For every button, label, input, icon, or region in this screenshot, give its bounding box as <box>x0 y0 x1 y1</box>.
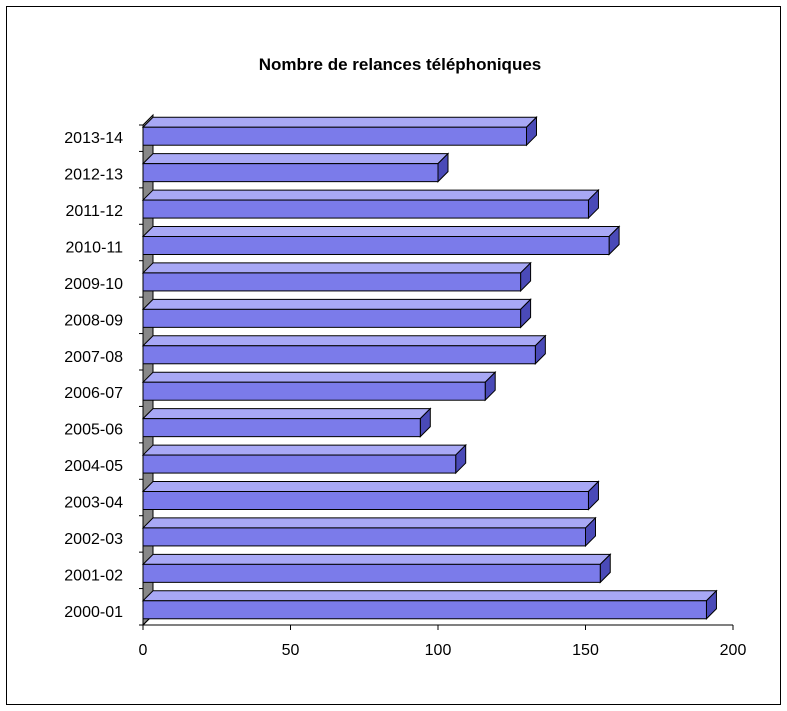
bar-front-face <box>142 163 439 183</box>
bar-top-face <box>141 590 718 602</box>
bar-top-face <box>141 153 450 165</box>
y-tick-label: 2003-04 <box>64 495 123 512</box>
bar <box>141 298 532 329</box>
bar-front-face <box>142 600 707 620</box>
y-tick-label: 2002-03 <box>64 531 123 548</box>
y-tick-label: 2010-11 <box>65 240 123 257</box>
bar-top-face <box>141 189 600 201</box>
bar <box>141 480 600 511</box>
y-tick-label: 2009-10 <box>64 276 123 293</box>
x-tick-label: 200 <box>720 642 747 659</box>
bar-front-face <box>142 491 589 510</box>
x-tick-label: 50 <box>282 642 300 659</box>
bar-front-face <box>142 418 421 438</box>
bar-top-face <box>141 371 497 383</box>
bar-front-face <box>142 236 610 255</box>
bar <box>141 516 597 548</box>
bar <box>141 188 600 220</box>
bar-top-face <box>141 298 532 310</box>
y-tick-label: 2007-08 <box>64 349 123 366</box>
bar-front-face <box>142 345 536 365</box>
axes: 2000-01 2001-02 2002-03 2003-04 2004-05 2005-… <box>64 124 747 659</box>
bar <box>141 443 467 475</box>
bar-front-face <box>142 308 522 328</box>
bars <box>141 116 718 620</box>
bar-top-face <box>141 444 467 456</box>
y-tick-label: 2006-07 <box>64 385 123 402</box>
bar-front-face <box>142 454 457 474</box>
y-tick-label: 2011-12 <box>65 203 123 220</box>
bar-front-face <box>142 381 486 401</box>
bar-top-face <box>141 408 432 420</box>
bar-front-face <box>142 272 522 292</box>
y-tick-label: 2013-14 <box>64 130 123 147</box>
bar-front-face <box>142 126 527 146</box>
x-tick-label: 100 <box>425 642 452 659</box>
bar <box>141 152 450 183</box>
bar-front-face <box>142 563 601 583</box>
bar <box>141 334 547 365</box>
bar <box>141 371 497 402</box>
bar <box>141 553 612 584</box>
y-tick-label: 2004-05 <box>64 458 123 475</box>
bar-top-face <box>141 226 621 237</box>
y-tick-label: 2001-02 <box>64 567 123 584</box>
bar-front-face <box>142 527 586 547</box>
chart-title: Nombre de relances téléphoniques <box>259 55 541 74</box>
bar <box>141 116 538 147</box>
bar <box>141 225 621 256</box>
x-tick-label: 0 <box>139 642 148 659</box>
y-tick-label: 2005-06 <box>64 422 123 439</box>
x-tick-label: 150 <box>572 642 599 659</box>
bar-top-face <box>141 116 538 128</box>
bar <box>141 589 718 620</box>
y-tick-label: 2012-13 <box>64 167 123 184</box>
bar-top-face <box>141 553 612 565</box>
bar-top-face <box>141 262 532 274</box>
bar <box>141 407 432 438</box>
bar-top-face <box>141 335 547 347</box>
y-tick-label: 2008-09 <box>64 312 123 329</box>
y-tick-label: 2000-01 <box>64 604 123 621</box>
bar-front-face <box>142 199 589 219</box>
bar <box>141 261 532 293</box>
bar-top-face <box>141 481 600 492</box>
bar-top-face <box>141 517 597 529</box>
